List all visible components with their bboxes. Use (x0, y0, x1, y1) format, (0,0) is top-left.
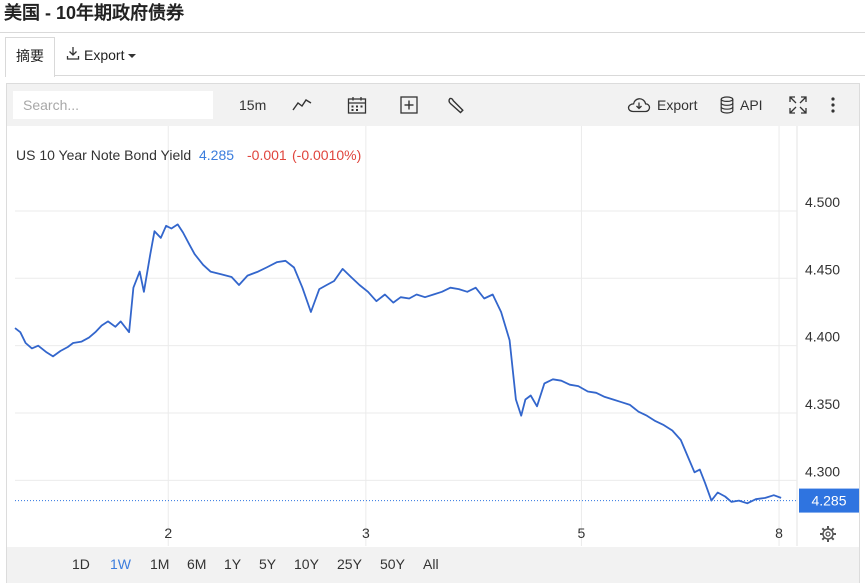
current-value-tag (799, 488, 859, 513)
database-icon (720, 96, 734, 114)
y-tick-label: 4.450 (805, 261, 840, 277)
tabbar-divider (55, 75, 865, 76)
y-tick-label: 4.500 (805, 194, 840, 210)
title-divider (0, 32, 865, 33)
download-icon (66, 37, 80, 73)
interval-selector[interactable]: 15m (239, 97, 267, 113)
wrench-icon[interactable] (447, 91, 465, 119)
calendar-icon[interactable] (347, 91, 367, 119)
range-button-1d[interactable]: 1D (72, 556, 90, 572)
more-vertical-icon[interactable] (830, 91, 836, 119)
y-tick-label: 4.400 (805, 329, 840, 345)
plus-box-icon[interactable] (400, 91, 418, 119)
current-value-label: 4.285 (811, 493, 846, 509)
series-line-us-10y-yield (14, 223, 782, 505)
api-button-label: API (740, 97, 763, 113)
chart-panel: 15m Export API (6, 83, 860, 583)
range-button-50y[interactable]: 50Y (380, 556, 405, 572)
tab-bar: 摘要 Export (0, 33, 865, 77)
caret-down-icon (128, 37, 137, 73)
settings-icon[interactable] (820, 526, 836, 542)
export-button-label: Export (657, 97, 698, 113)
cloud-download-icon (627, 97, 651, 113)
x-tick-label: 2 (164, 525, 172, 541)
chart-plot-area[interactable]: 4.500 4.450 4.400 4.350 4.300 4.285 2 3 5 8 US 1… (7, 126, 859, 546)
range-button-25y[interactable]: 25Y (337, 556, 362, 572)
range-button-5y[interactable]: 5Y (259, 556, 277, 572)
export-button[interactable]: Export (627, 91, 697, 119)
range-button-1m[interactable]: 1M (150, 556, 170, 572)
range-button-6m[interactable]: 6M (187, 556, 207, 572)
range-button-all[interactable]: All (423, 556, 439, 572)
page-title: 美国 - 10年期政府债券 (4, 3, 185, 23)
chart-toolbar: 15m Export API (7, 84, 859, 126)
range-button-1y[interactable]: 1Y (224, 556, 242, 572)
search-input[interactable] (13, 91, 213, 119)
x-tick-label: 8 (775, 525, 783, 541)
legend-change-percent: (-0.0010%) (292, 147, 361, 163)
range-button-10y[interactable]: 10Y (294, 556, 319, 572)
fullscreen-icon[interactable] (789, 91, 807, 119)
export-menu-label: Export (84, 47, 125, 63)
range-selector: 1D 1W 1M 6M 1Y 5Y 10Y 25Y 50Y All (7, 547, 859, 583)
range-button-1w[interactable]: 1W (110, 556, 131, 572)
legend-series-name: US 10 Year Note Bond Yield (16, 147, 191, 163)
y-tick-label: 4.350 (805, 396, 840, 412)
api-button[interactable]: API (720, 91, 763, 119)
x-tick-label: 3 (362, 525, 370, 541)
x-tick-label: 5 (578, 525, 586, 541)
legend-value: 4.285 (199, 147, 234, 163)
export-menu-button[interactable]: Export (62, 37, 137, 73)
line-chart-icon[interactable] (292, 91, 312, 119)
legend-change: -0.001 (247, 147, 287, 163)
chart-svg[interactable]: 4.500 4.450 4.400 4.350 4.300 4.285 2 3 5 8 US 1… (7, 126, 859, 546)
y-tick-label: 4.300 (805, 463, 840, 479)
tab-summary[interactable]: 摘要 (5, 37, 55, 77)
